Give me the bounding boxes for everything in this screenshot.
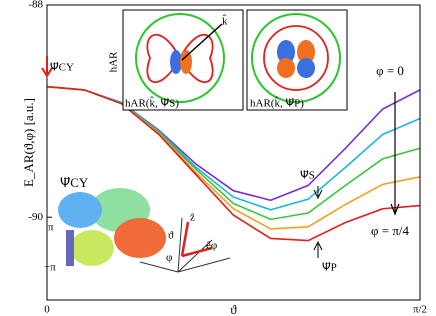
- inset-shape: [135, 13, 225, 103]
- annotation: Ψ⃗P: [322, 262, 337, 274]
- colorbar: [66, 230, 74, 266]
- x-tick-label: π/2: [413, 304, 427, 316]
- annotation: ẑ: [190, 212, 195, 224]
- annotation: Ψ⃗CY: [60, 175, 89, 190]
- axes-sketch: [139, 217, 231, 273]
- arrow: [181, 23, 223, 61]
- annotations: Ψ⃗CY Ψ⃗CY Ψ⃗S Ψ⃗P hAR hAR(k̂, Ψ⃗S) hAR(k…: [44, 14, 337, 274]
- arrow: [41, 56, 53, 78]
- annotation: Ψ⃗S: [300, 170, 315, 182]
- orbital: [58, 192, 102, 228]
- annotation: φ: [166, 252, 172, 264]
- plot-frame: [46, 4, 421, 301]
- annotation: hAR(k̂, Ψ⃗P): [250, 96, 304, 110]
- plot: -90 -88 0 π/2 ϑ E_AR(ϑ,φ) [a.u.] φ = 0 φ = π/4: [21, 0, 427, 316]
- y-tick-label: -90: [28, 211, 43, 223]
- y-axis-label: E_AR(ϑ,φ) [a.u.]: [21, 98, 36, 187]
- inset-shape: [297, 40, 315, 64]
- inset-shape: [277, 58, 295, 78]
- x-tick-label: 0: [44, 304, 50, 316]
- x-axis-label: ϑ: [230, 302, 237, 316]
- annotation: ϑ: [168, 230, 174, 242]
- arrow: [313, 240, 323, 258]
- inset-shape: [180, 50, 192, 74]
- orbital: [70, 230, 114, 266]
- y-tick-label: -88: [28, 0, 43, 11]
- legend-label: φ = 0: [376, 63, 404, 78]
- inset-shape: [170, 50, 182, 74]
- inset-shape: [251, 13, 341, 103]
- inset: [246, 9, 348, 111]
- annotation: hAR(k̂, Ψ⃗S): [125, 96, 179, 110]
- inset-shape: [263, 25, 329, 91]
- annotation: êφ: [206, 240, 217, 252]
- legend-label: φ = π/4: [371, 223, 410, 238]
- inset-shape: [277, 40, 295, 64]
- decorations: [41, 9, 400, 273]
- line: [46, 85, 421, 242]
- inset-shape: [297, 58, 315, 78]
- arrow: [313, 186, 323, 200]
- annotation: Ψ⃗CY: [50, 62, 74, 74]
- orbital: [114, 218, 166, 258]
- annotation: π: [48, 222, 54, 234]
- annotation: hAR: [108, 51, 120, 72]
- annotation: k̂: [222, 14, 228, 28]
- arrow: [390, 92, 400, 216]
- axes-sketch: [180, 221, 213, 258]
- annotation: −π: [44, 262, 56, 274]
